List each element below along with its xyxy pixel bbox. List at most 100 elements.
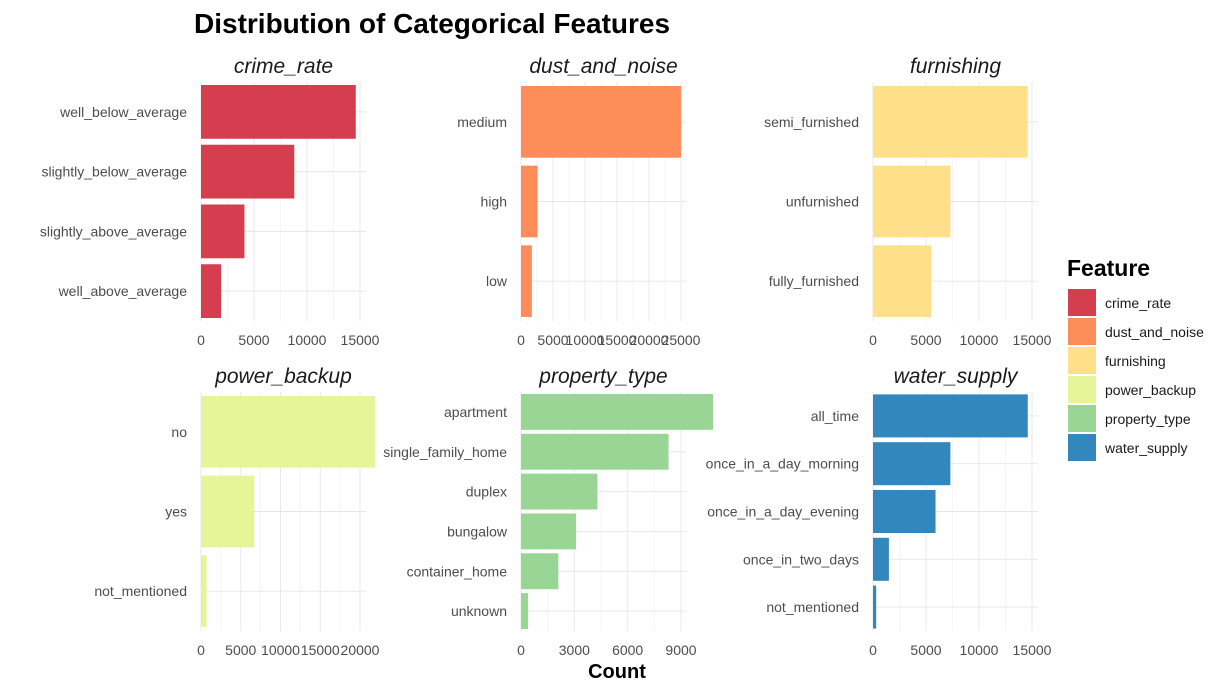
x-tick-label: 0 (197, 642, 205, 658)
category-label: unfurnished (786, 194, 859, 210)
facet-furnishing: furnishing 0 5000 10000 15000 semi_furnishedu… (764, 55, 1052, 348)
category-label: high (481, 194, 507, 210)
category-label: well_below_average (59, 104, 187, 120)
bar-unfurnished (873, 165, 951, 238)
bar-not-mentioned (201, 555, 207, 628)
x-tick-label: 5000 (537, 332, 568, 348)
bar-yes (201, 475, 255, 548)
category-label: low (486, 273, 508, 289)
bar-slightly-above-average (201, 204, 245, 259)
category-label: all_time (811, 408, 859, 424)
legend-items: crime_rate dust_and_noise furnishing power_… (1068, 289, 1204, 461)
category-label: semi_furnished (764, 114, 859, 130)
bar-medium (521, 85, 681, 158)
legend-swatch (1068, 434, 1096, 461)
legend-label: power_backup (1105, 382, 1196, 398)
facet-power-backup: power_backup 0 5000 10000 15000 20000 no yes not… (94, 365, 379, 658)
facet-title: property_type (538, 365, 667, 388)
category-label: fully_furnished (769, 273, 859, 289)
x-tick-label: 15000 (301, 642, 340, 658)
category-label: yes (165, 504, 187, 520)
x-tick-label: 5000 (910, 642, 941, 658)
legend-label: property_type (1105, 411, 1191, 427)
legend-swatch (1068, 376, 1096, 403)
x-tick-label: 10000 (960, 332, 999, 348)
legend-swatch (1068, 405, 1096, 432)
legend-label: furnishing (1105, 353, 1166, 369)
x-tick-label: 10000 (261, 642, 300, 658)
legend-item-dust-and-noise: dust_and_noise (1068, 318, 1204, 345)
bar-once-in-two-days (873, 537, 889, 581)
x-tick-label: 15000 (1013, 642, 1052, 658)
bar-bungalow (521, 513, 577, 550)
x-tick-label: 0 (197, 332, 205, 348)
facet-title: power_backup (214, 365, 352, 388)
category-label: well_above_average (58, 283, 188, 299)
category-label: medium (457, 114, 507, 130)
bar-slightly-below-average (201, 144, 295, 199)
category-label: no (171, 424, 187, 440)
facet-title: water_supply (894, 365, 1019, 388)
facet-title: furnishing (910, 55, 1001, 78)
category-label: unknown (451, 603, 507, 619)
category-label: once_in_two_days (743, 551, 859, 567)
legend-item-crime-rate: crime_rate (1068, 289, 1171, 316)
bar-once-in-a-day-evening (873, 489, 936, 534)
legend-swatch (1068, 318, 1096, 345)
bar-container-home (521, 553, 559, 590)
facet-property-type: property_type 0 3000 6000 9000 apartment singl… (383, 365, 713, 658)
category-label: apartment (444, 404, 507, 420)
bar-well-above-average (201, 264, 222, 319)
bar-fully-furnished (873, 245, 932, 318)
category-label: once_in_a_day_evening (707, 504, 859, 520)
legend-title: Feature (1067, 255, 1150, 281)
category-label: duplex (466, 484, 507, 500)
legend: Feature crime_rate dust_and_noise furnishi… (1067, 255, 1204, 461)
x-tick-label: 20000 (630, 332, 669, 348)
x-tick-label: 0 (517, 642, 525, 658)
x-tick-label: 15000 (341, 332, 380, 348)
bar-low (521, 245, 532, 318)
x-tick-label: 15000 (1013, 332, 1052, 348)
x-tick-label: 5000 (225, 642, 256, 658)
category-label: not_mentioned (766, 599, 859, 615)
x-tick-label: 15000 (598, 332, 637, 348)
category-label: slightly_above_average (40, 223, 187, 239)
legend-item-furnishing: furnishing (1068, 347, 1166, 374)
legend-label: dust_and_noise (1105, 324, 1204, 340)
category-label: once_in_a_day_morning (706, 456, 859, 472)
bar-semi-furnished (873, 85, 1028, 158)
bar-single-family-home (521, 433, 669, 470)
legend-label: crime_rate (1105, 295, 1171, 311)
x-tick-label: 10000 (960, 642, 999, 658)
bar-well-below-average (201, 84, 356, 139)
bar-duplex (521, 473, 598, 510)
category-label: container_home (407, 563, 508, 579)
bar-all-time (873, 394, 1028, 438)
x-tick-label: 3000 (559, 642, 590, 658)
x-tick-label: 0 (517, 332, 525, 348)
legend-item-property-type: property_type (1068, 405, 1191, 432)
bar-high (521, 165, 538, 238)
category-label: single_family_home (383, 444, 507, 460)
x-tick-label: 0 (869, 332, 877, 348)
x-tick-label: 9000 (665, 642, 696, 658)
x-tick-label: 0 (869, 642, 877, 658)
facet-title: crime_rate (234, 55, 333, 78)
x-tick-label: 25000 (662, 332, 701, 348)
bar-not-mentioned (873, 585, 877, 629)
bar-once-in-a-day-morning (873, 442, 951, 486)
x-axis-title: Count (588, 661, 646, 683)
bar-unknown (521, 593, 529, 630)
facet-water-supply: water_supply 0 5000 10000 15000 all_time once_… (706, 365, 1052, 658)
category-label: bungalow (447, 523, 508, 539)
legend-swatch (1068, 347, 1096, 374)
category-label: slightly_below_average (41, 164, 187, 180)
facet-title: dust_and_noise (529, 55, 677, 78)
x-tick-label: 20000 (341, 642, 380, 658)
legend-item-power-backup: power_backup (1068, 376, 1196, 403)
